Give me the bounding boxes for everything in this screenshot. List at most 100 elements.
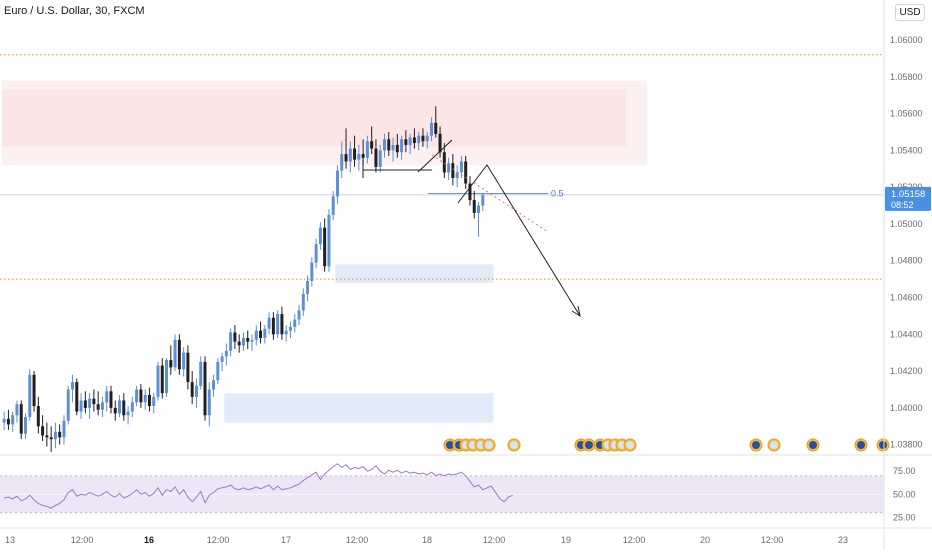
candle-body [173, 339, 177, 368]
event-flag-eu-icon [752, 441, 760, 449]
candle-body [113, 407, 117, 414]
candle-body [365, 141, 369, 158]
candle-body [105, 391, 109, 403]
event-flag-us-icon [510, 441, 518, 449]
candle-body [165, 360, 169, 394]
candle-body [88, 398, 92, 408]
candle-body [280, 314, 284, 335]
price-tick-label: 1.05600 [890, 109, 923, 119]
candle-body [259, 330, 263, 338]
candle-body [237, 341, 241, 346]
trend-line [417, 139, 453, 173]
current-price-value: 1.05158 [891, 189, 925, 200]
candle-body [451, 163, 455, 178]
candle-body [139, 389, 143, 403]
rsi-tick-label: 25.00 [893, 512, 916, 522]
candle-body [395, 144, 399, 153]
candle-body [62, 420, 66, 438]
event-flag-us-icon [770, 441, 778, 449]
price-tick-label: 1.05800 [890, 72, 923, 82]
candle-body [301, 293, 305, 311]
time-tick-label: 12:00 [761, 535, 784, 545]
candle-body [404, 139, 408, 145]
candle-body [421, 135, 425, 142]
candle-body [288, 326, 292, 331]
candle-body [71, 382, 75, 390]
candle-body [417, 135, 421, 144]
candle-body [464, 161, 468, 184]
candle-body [177, 339, 181, 370]
candle-body [267, 317, 271, 329]
candle-body [147, 394, 151, 407]
candle-body [194, 385, 198, 397]
rsi-line [3, 463, 513, 509]
candle-body [143, 394, 147, 403]
candle-body [447, 163, 451, 173]
candle-body [434, 122, 438, 134]
candle-body [455, 172, 459, 178]
candle-body [79, 400, 83, 412]
candle-body [430, 122, 433, 136]
candle-body [468, 183, 472, 201]
candle-body [276, 314, 280, 335]
candle-body [190, 382, 194, 397]
fib-label: 0.5 [551, 188, 564, 198]
candle-body [24, 417, 28, 434]
time-tick-label: 12:00 [207, 535, 230, 545]
candle-body [297, 310, 301, 320]
candle-body [15, 404, 19, 416]
candle-body [19, 404, 23, 434]
price-tick-label: 1.04000 [890, 403, 923, 413]
candle-body [438, 133, 442, 153]
candle-body [340, 154, 344, 171]
candle-body [229, 332, 233, 351]
currency-button[interactable]: USD [895, 4, 925, 21]
candle-body [160, 365, 164, 394]
time-tick-label: 12:00 [346, 535, 369, 545]
candle-body [284, 330, 288, 335]
candle-body [126, 411, 130, 416]
time-tick-label: 12:00 [623, 535, 646, 545]
rsi-tick-label: 50.00 [893, 489, 916, 499]
candle-body [203, 361, 207, 416]
candle-body [310, 262, 314, 281]
candle-body [186, 352, 190, 383]
candle-body [49, 437, 53, 440]
event-flag-eu-icon [585, 441, 593, 449]
candle-body [331, 196, 335, 215]
candle-body [83, 400, 87, 408]
time-tick-label: 23 [838, 535, 848, 545]
price-tick-label: 1.04600 [890, 293, 923, 303]
candle-body [327, 214, 331, 267]
candle-body [130, 402, 134, 412]
candle-body [318, 227, 322, 245]
current-price-badge [885, 186, 931, 211]
candle-body [233, 332, 237, 342]
candle-body [241, 337, 245, 346]
candle-body [459, 161, 463, 173]
candle-body [32, 374, 36, 407]
time-tick-label: 17 [281, 535, 291, 545]
event-flag-eu-icon [879, 441, 887, 449]
candle-body [472, 200, 476, 213]
candle-body [207, 389, 211, 416]
candle-body [250, 339, 254, 342]
time-tick-label: 19 [561, 535, 571, 545]
candle-body [53, 431, 57, 440]
event-flag-us-icon [485, 441, 493, 449]
candle-body [135, 389, 139, 403]
candle-body [6, 418, 10, 425]
candle-body [2, 418, 6, 423]
price-tick-label: 1.06000 [890, 35, 923, 45]
candle-body [246, 337, 250, 342]
candle-body [11, 415, 15, 425]
candle-body [254, 330, 258, 340]
candle-body [45, 435, 49, 438]
candle-body [387, 139, 391, 151]
price-tick-label: 1.03800 [890, 440, 923, 450]
candle-body [212, 380, 216, 390]
candle-body [224, 350, 228, 357]
time-tick-label: 13 [5, 535, 15, 545]
candle-body [169, 360, 173, 368]
